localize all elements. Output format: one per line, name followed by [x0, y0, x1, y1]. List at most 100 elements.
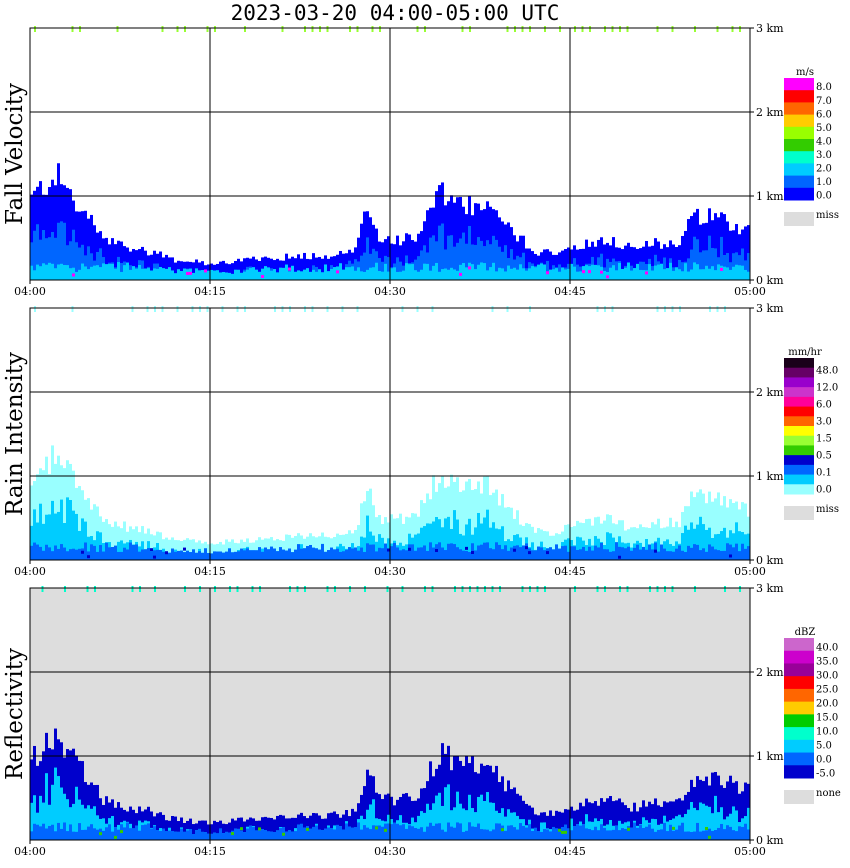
top-echo-mark	[349, 26, 351, 32]
field-cell	[117, 541, 120, 560]
field-cell	[429, 270, 432, 280]
field-cell	[147, 823, 150, 840]
field-cell	[210, 824, 213, 840]
field-cell	[219, 272, 222, 280]
field-cell	[159, 549, 162, 560]
field-cell	[528, 824, 531, 840]
field-cell	[483, 263, 486, 280]
top-echo-mark	[64, 586, 66, 592]
field-cell	[453, 544, 456, 560]
field-cell	[42, 823, 45, 840]
field-cell	[633, 547, 636, 560]
field-cell	[225, 263, 228, 280]
field-cell	[48, 825, 51, 840]
field-cell	[489, 206, 492, 280]
field-cell	[225, 539, 228, 560]
field-cell	[303, 252, 306, 280]
field-cell	[474, 269, 477, 280]
field-cell	[48, 748, 51, 840]
field-cell	[132, 544, 135, 560]
field-cell	[66, 187, 69, 280]
field-cell	[54, 463, 57, 560]
field-cell	[54, 545, 57, 560]
field-cell	[183, 552, 186, 560]
field-cell	[387, 548, 390, 552]
top-echo-mark	[304, 26, 306, 32]
field-cell	[420, 547, 423, 560]
top-echo-mark	[356, 26, 359, 32]
field-cell	[78, 823, 81, 840]
field-cell	[423, 263, 426, 280]
field-cell	[549, 831, 552, 840]
field-cell	[702, 269, 705, 280]
top-echo-mark	[311, 306, 314, 312]
field-cell	[711, 813, 714, 840]
legend-swatch	[784, 688, 814, 703]
field-cell	[744, 269, 747, 280]
field-cell	[414, 800, 417, 840]
field-cell	[729, 544, 732, 560]
field-cell	[156, 549, 159, 560]
top-echo-mark	[671, 586, 674, 592]
field-cell	[75, 786, 78, 840]
field-cell	[411, 264, 414, 280]
field-cell	[174, 816, 177, 840]
field-cell	[219, 541, 222, 560]
field-cell	[93, 828, 96, 840]
field-cell	[435, 544, 438, 560]
field-cell	[417, 256, 420, 280]
field-cell	[72, 229, 75, 280]
field-cell	[30, 831, 33, 840]
field-cell	[639, 549, 642, 560]
precip-field	[30, 163, 750, 280]
top-echo-mark	[401, 306, 404, 312]
field-cell	[390, 268, 393, 280]
field-cell	[681, 271, 684, 280]
top-echo-mark	[304, 586, 306, 592]
field-cell	[654, 265, 657, 280]
field-cell	[693, 807, 696, 840]
x-tick-label: 04:30	[374, 285, 406, 298]
field-cell	[120, 540, 123, 560]
field-cell	[39, 181, 42, 280]
field-cell	[624, 828, 627, 840]
field-cell	[375, 825, 378, 840]
top-echo-mark	[529, 586, 531, 592]
field-cell	[102, 551, 105, 560]
field-cell	[240, 272, 243, 280]
field-cell	[243, 832, 246, 840]
field-cell	[273, 831, 276, 840]
field-cell	[177, 269, 180, 280]
field-cell	[150, 828, 153, 840]
top-echo-mark	[724, 586, 726, 592]
field-cell	[273, 269, 276, 280]
field-cell	[39, 239, 42, 280]
field-cell	[210, 553, 213, 560]
field-cell	[747, 546, 750, 560]
legend-label: 6.0	[816, 399, 832, 410]
top-echo-mark	[416, 306, 419, 312]
field-cell	[60, 221, 63, 280]
field-cell	[111, 238, 114, 280]
field-cell	[549, 810, 552, 840]
field-cell	[618, 830, 621, 840]
field-cell	[453, 202, 456, 280]
field-cell	[582, 824, 585, 840]
field-cell	[420, 527, 423, 560]
field-cell	[489, 831, 492, 840]
field-cell	[312, 826, 315, 840]
field-cell	[78, 530, 81, 560]
field-cell	[471, 550, 474, 554]
field-cell	[57, 455, 60, 560]
field-cell	[705, 551, 708, 560]
field-cell	[735, 224, 738, 280]
legend-missing-label: miss	[816, 504, 839, 515]
field-cell	[360, 223, 363, 280]
field-cell	[627, 262, 630, 280]
field-cell	[459, 803, 462, 840]
field-cell	[651, 245, 654, 280]
field-cell	[93, 265, 96, 280]
field-cell	[165, 831, 168, 840]
field-cell	[81, 263, 84, 280]
field-cell	[726, 543, 729, 560]
